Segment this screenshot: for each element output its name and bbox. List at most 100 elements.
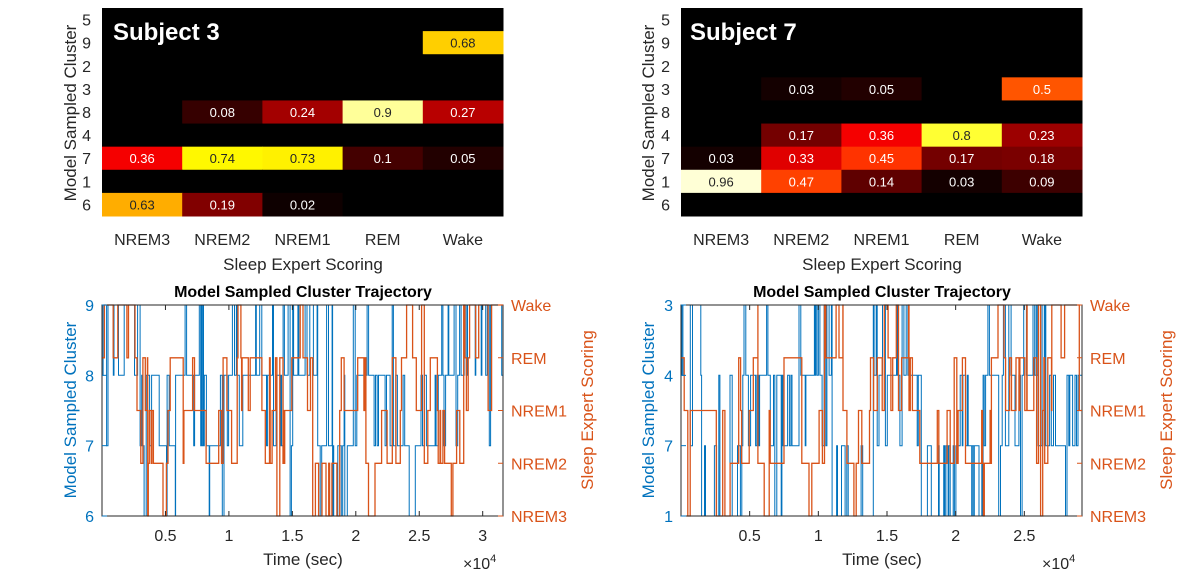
heatmap-cell [342, 123, 424, 148]
heatmap-cell-label: 0.08 [210, 105, 235, 120]
heatmap-y-tick-labels: 5 9 2 3 8 4 7 1 6 [661, 13, 670, 215]
heatmap-x-tick-label: Wake [443, 232, 483, 249]
left-tick-label: 7 [664, 439, 673, 456]
heatmap-y-tick-label: 2 [661, 59, 670, 76]
x-tick-label: 0.5 [739, 528, 761, 545]
heatmap-cell-label: 0.14 [869, 174, 894, 189]
heatmap-cell [921, 146, 1003, 171]
heatmap-cell [262, 54, 344, 78]
heatmap-cell [841, 100, 923, 125]
heatmap-cell [1001, 100, 1083, 125]
heatmap-cell-label: 0.18 [1029, 151, 1054, 166]
left-tick-label: 8 [85, 368, 94, 385]
left-tick-label: 7 [85, 439, 94, 456]
heatmap-cell [342, 169, 424, 194]
trajectory-series [681, 304, 1082, 517]
heatmap-cell-label: 0.02 [290, 197, 315, 212]
series-line-expert-scoring [102, 304, 503, 517]
left-tick-label: 3 [664, 298, 673, 315]
heatmap-cell [761, 8, 842, 32]
x-axis-exponent: ×104 [1042, 553, 1075, 573]
heatmap-cell [342, 8, 424, 32]
heatmap-cell [761, 31, 842, 55]
heatmap-y-axis-label: Model Sampled Cluster [61, 24, 80, 201]
heatmap-x-tick-label: NREM3 [693, 232, 749, 249]
heatmap-cells: 0.03 0.05 0.5 0.17 0.36 0.8 0.23 0.03 0.33 0.45 0.… [681, 8, 1083, 217]
heatmap-subject-3: 0.68 0.08 0.24 0.9 0.27 0.36 0.74 0.73 0.1 0.05 0.… [61, 8, 504, 274]
heatmap-cell [761, 100, 842, 125]
heatmap-cell-label: 0.9 [374, 105, 392, 120]
heatmap-x-tick-label: NREM1 [274, 232, 330, 249]
right-tick-label: REM [1090, 351, 1126, 368]
heatmap-cell [102, 146, 183, 171]
heatmap-cell-label: 0.63 [129, 197, 154, 212]
right-tick-label: REM [511, 351, 547, 368]
left-tick-label: 4 [664, 368, 673, 385]
heatmap-cell [342, 77, 424, 101]
x-tick-label: 1 [224, 528, 233, 545]
heatmap-cell-label: 0.17 [789, 128, 814, 143]
heatmap-cell-label: 0.03 [789, 82, 814, 97]
heatmap-cell-label: 0.03 [949, 174, 974, 189]
heatmap-cell [1001, 192, 1083, 217]
heatmap-cell [182, 100, 263, 125]
heatmap-cell [422, 146, 504, 171]
heatmap-cell [1001, 123, 1083, 148]
x-axis-ticks: 0.5 1 1.5 2 2.5 [739, 305, 1036, 545]
heatmap-x-tick-label: REM [944, 232, 980, 249]
heatmap-cell [262, 123, 344, 148]
heatmap-cell [921, 77, 1003, 101]
x-tick-label: 1.5 [876, 528, 898, 545]
trajectory-title: Model Sampled Cluster Trajectory [174, 284, 432, 301]
heatmap-y-tick-label: 5 [661, 13, 670, 30]
heatmap-cell [1001, 169, 1083, 194]
x-tick-label: 3 [478, 528, 487, 545]
heatmap-cell [182, 146, 263, 171]
heatmap-cell [182, 169, 263, 194]
heatmap-y-tick-label: 6 [82, 197, 91, 214]
heatmap-cell [921, 31, 1003, 55]
right-tick-label: NREM1 [1090, 404, 1146, 421]
heatmap-cell [761, 54, 842, 78]
x-tick-label: 2.5 [1013, 528, 1035, 545]
x-axis-label: Time (sec) [842, 550, 922, 569]
heatmap-x-tick-labels: NREM3 NREM2 NREM1 REM Wake [114, 232, 483, 249]
heatmap-cell [182, 31, 263, 55]
trajectory-chart-subject-3: Model Sampled Cluster Trajectory 0.5 1 1.5… [61, 284, 597, 573]
heatmap-cell [422, 100, 504, 125]
heatmap-cell [921, 8, 1003, 32]
heatmap-cell [681, 54, 762, 78]
heatmap-x-axis-label: Sleep Expert Scoring [802, 255, 962, 274]
heatmap-cell-label: 0.47 [789, 174, 814, 189]
heatmap-cell [262, 192, 344, 217]
heatmap-cell [102, 54, 183, 78]
heatmap-cell-label: 0.36 [869, 128, 894, 143]
x-tick-label: 1.5 [281, 528, 303, 545]
heatmap-panel-label: Subject 7 [690, 19, 797, 46]
heatmap-cell [681, 123, 762, 148]
heatmap-cell-label: 0.03 [708, 151, 733, 166]
heatmap-cell [262, 31, 344, 55]
heatmap-cell [262, 146, 344, 171]
heatmap-cell [841, 123, 923, 148]
left-tick-label: 1 [664, 509, 673, 526]
heatmap-cell [342, 31, 424, 55]
heatmap-cell [182, 54, 263, 78]
right-tick-label: NREM2 [1090, 456, 1146, 473]
heatmap-cell [422, 8, 504, 32]
heatmap-y-tick-label: 7 [661, 151, 670, 168]
heatmap-y-tick-label: 3 [82, 82, 91, 99]
heatmap-subject-7: 0.03 0.05 0.5 0.17 0.36 0.8 0.23 0.03 0.33 0.45 0.… [639, 8, 1083, 274]
heatmap-cell [841, 169, 923, 194]
heatmap-y-tick-label: 4 [661, 128, 670, 145]
x-tick-label: 1 [814, 528, 823, 545]
heatmap-cell [681, 169, 762, 194]
right-axis-label: Sleep Expert Scoring [1157, 330, 1176, 490]
heatmap-x-tick-label: NREM1 [853, 232, 909, 249]
left-tick-label: 6 [85, 509, 94, 526]
right-axis-ticks: NREM3 NREM2 NREM1 REM Wake [498, 298, 567, 526]
heatmap-cell-label: 0.1 [374, 151, 392, 166]
heatmap-y-tick-label: 8 [82, 105, 91, 122]
